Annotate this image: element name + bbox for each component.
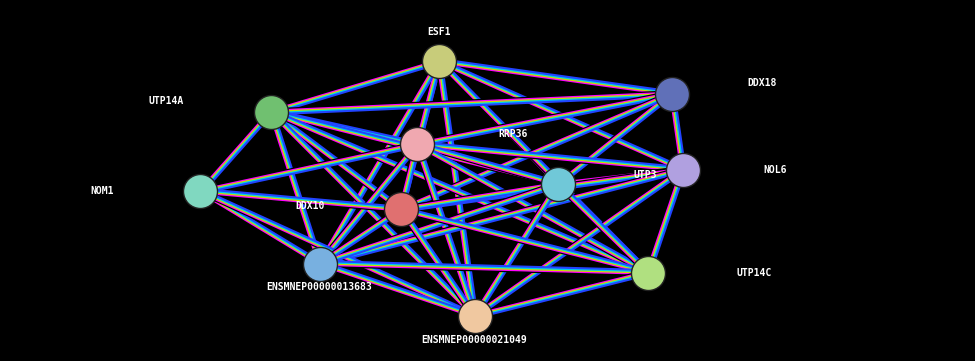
Text: RRP36: RRP36	[498, 129, 527, 139]
Text: ENSMNEP00000013683: ENSMNEP00000013683	[267, 282, 372, 292]
Text: ENSMNEP00000021049: ENSMNEP00000021049	[421, 335, 527, 345]
Point	[675, 167, 690, 173]
Text: NOM1: NOM1	[91, 186, 114, 196]
Text: DDX18: DDX18	[748, 78, 777, 88]
Point	[467, 313, 483, 319]
Point	[550, 181, 566, 187]
Point	[312, 261, 328, 266]
Text: UTP3: UTP3	[634, 170, 657, 180]
Point	[431, 58, 447, 64]
Point	[193, 188, 209, 194]
Text: NOL6: NOL6	[763, 165, 787, 175]
Text: UTP14A: UTP14A	[149, 96, 184, 106]
Point	[410, 142, 425, 147]
Point	[263, 109, 279, 115]
Text: ESF1: ESF1	[427, 27, 450, 38]
Point	[664, 91, 680, 97]
Point	[393, 206, 409, 212]
Text: DDX10: DDX10	[295, 201, 325, 211]
Text: UTP14C: UTP14C	[737, 268, 772, 278]
Point	[640, 270, 655, 275]
